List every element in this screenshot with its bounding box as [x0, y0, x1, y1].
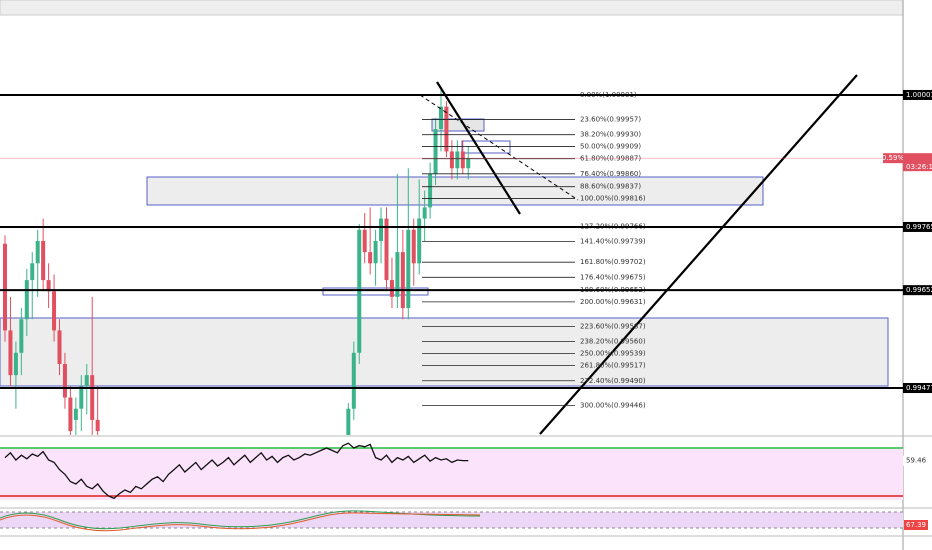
fib-label: 223.60%(0.99587) [580, 323, 646, 331]
candle-body [373, 240, 378, 264]
top-bar [0, 0, 904, 16]
fib-label: 250.00%(0.99539) [580, 349, 646, 357]
candle-body [13, 352, 18, 376]
candle-body [68, 397, 73, 432]
fib-label: 161.80%(0.99702) [580, 258, 646, 266]
fib-label: 100.00%(0.99816) [580, 194, 646, 202]
candle-body [395, 252, 400, 297]
candle-body [439, 106, 443, 130]
candle-body [19, 319, 24, 353]
candle-body [57, 330, 62, 364]
change-box [883, 153, 903, 164]
candle-body [3, 243, 7, 331]
candle-body [417, 218, 422, 264]
axis-label: 1.00001 [906, 91, 932, 99]
fib-label: 141.40%(0.99739) [580, 237, 646, 245]
candle-body [90, 375, 95, 420]
fib-label: 23.60%(0.99957) [580, 116, 641, 124]
axis-label-box [903, 221, 932, 232]
fib-label: 50.00%(0.99909) [580, 142, 641, 150]
candle-body [346, 408, 351, 435]
fib-label: 272.40%(0.99490) [580, 377, 646, 385]
candle-body [30, 263, 35, 281]
candle-body [460, 151, 465, 169]
rsi-line [4, 442, 469, 500]
axis-label: 0.99652 [906, 286, 932, 294]
change-label: 0.59% [882, 154, 905, 162]
candle-body [379, 218, 384, 241]
candle-body [455, 151, 460, 169]
main-pane [3, 89, 471, 435]
candle-body [428, 173, 433, 208]
zones [0, 118, 889, 387]
fib-label: 61.80%(0.99887) [580, 155, 641, 163]
candle-body [351, 352, 356, 409]
stoch-band [0, 512, 903, 528]
candle-body [389, 280, 394, 297]
rsi-label-box [903, 455, 932, 466]
stoch-label-box [904, 520, 928, 530]
candle-body [62, 363, 67, 398]
trend-lines [419, 74, 858, 435]
candle-body [406, 229, 411, 309]
candle-body [73, 408, 78, 420]
candle-body [362, 229, 367, 253]
candle-body [84, 375, 89, 387]
fib-label: 88.60%(0.99837) [580, 183, 641, 191]
candle-body [433, 129, 438, 174]
axis-label-box [903, 89, 932, 100]
candle-body [422, 207, 427, 219]
candle-body [449, 151, 454, 169]
axis-label-box [903, 285, 932, 296]
stoch-d [0, 512, 481, 532]
candle-body [52, 291, 57, 331]
candle-body [79, 386, 84, 409]
trend-line [539, 74, 858, 435]
candle-body [41, 240, 46, 281]
candle-body [46, 280, 51, 292]
fib-label: 238.20%(0.99560) [580, 338, 646, 346]
fib-label: 38.20%(0.99930) [580, 131, 641, 139]
candle-body [384, 218, 389, 281]
fib-label: 76.40%(0.99860) [580, 170, 641, 178]
countdown-label: 03:26:14 [906, 163, 932, 171]
rsi-label: 59.46 [906, 457, 927, 465]
fib-label: 176.40%(0.99675) [580, 273, 646, 281]
fib-label: 200.00%(0.99631) [580, 298, 646, 306]
candle-body [95, 419, 100, 432]
rsi-band [0, 448, 903, 500]
fib-label: 300.00%(0.99446) [580, 401, 646, 409]
price-box [903, 153, 932, 172]
axis-label: 0.99765 [906, 223, 932, 231]
candle-body [444, 106, 449, 152]
candle-body [368, 252, 373, 264]
zone [461, 140, 511, 154]
candle-body [466, 158, 471, 169]
candle-body [8, 330, 13, 376]
zone [0, 317, 889, 387]
candle-body [24, 280, 29, 320]
trend-line [419, 94, 579, 201]
zone [146, 176, 764, 206]
axis-label: 0.99477 [906, 384, 932, 392]
candle-body [400, 252, 405, 309]
zone [322, 287, 429, 296]
candle-body [35, 240, 40, 264]
candle-body [357, 229, 362, 353]
fib-label: 261.80%(0.99517) [580, 362, 646, 370]
axis-label-box [903, 383, 932, 394]
stoch-k [0, 510, 481, 530]
candle-body [411, 229, 416, 264]
stoch-value: 67.39 [906, 521, 926, 529]
trend-line [436, 81, 521, 215]
